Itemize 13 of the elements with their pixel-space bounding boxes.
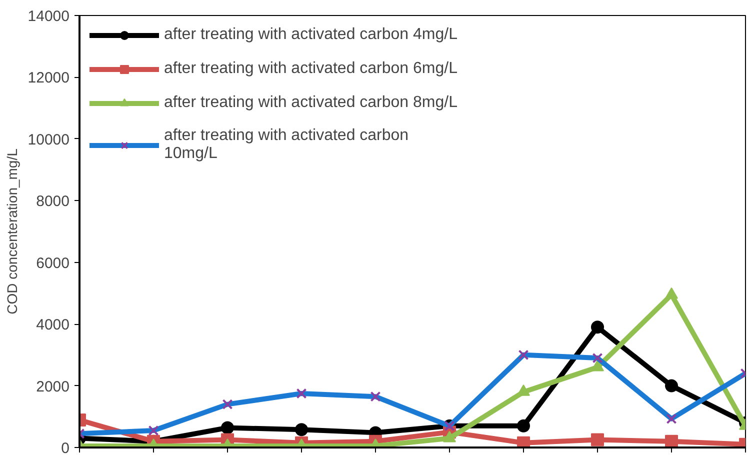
- y-tick-label: 0: [61, 440, 70, 455]
- legend-label: after treating with activated carbon 6mg/L: [164, 59, 458, 79]
- y-tick-label: 10000: [28, 131, 70, 148]
- y-tick-label: 12000: [28, 70, 70, 87]
- legend-label: after treating with activated carbon 8mg/L: [164, 93, 458, 113]
- y-tick-label: 6000: [36, 254, 70, 272]
- legend-label: after treating with activated carbon 10mg/L: [164, 127, 409, 163]
- y-tick-label: 2000: [36, 378, 70, 396]
- y-axis-title: COD concenteration_mg/L: [4, 148, 20, 314]
- y-tick-label: 8000: [36, 193, 70, 210]
- y-tick-label: 4000: [36, 316, 70, 334]
- y-tick-label: 14000: [28, 8, 70, 25]
- legend-label: after treating with activated carbon 4mg/L: [164, 25, 458, 45]
